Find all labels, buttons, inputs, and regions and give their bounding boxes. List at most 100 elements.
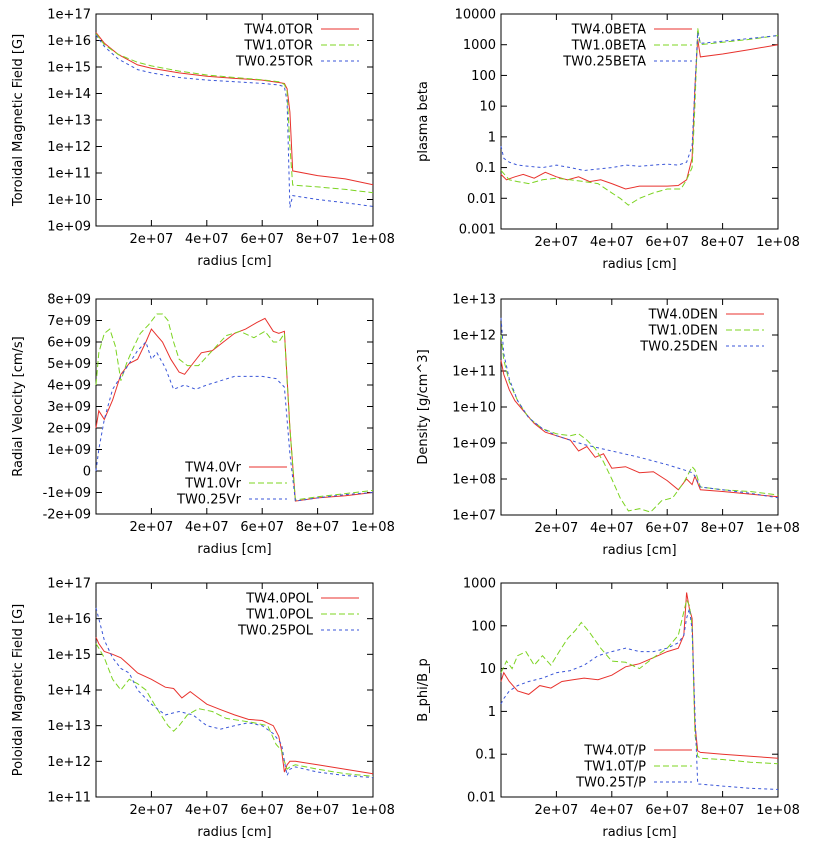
tor-ytick-label: 1e+12 [47, 140, 91, 155]
tp-xtick-label: 2e+07 [535, 803, 579, 818]
vr-series-tw1-line [95, 313, 374, 501]
den-legend-label: TW0.25DEN [639, 340, 718, 355]
vr-ytick-label: 8e+09 [47, 293, 91, 308]
beta-y-axis-title: plasma beta [416, 81, 431, 162]
tp-xtick-label: 4e+07 [590, 803, 634, 818]
den-xtick-label: 2e+07 [535, 521, 579, 536]
vr-legend-label: TW0.25Vr [176, 493, 242, 508]
vr-ytick-label: 5e+09 [47, 357, 91, 372]
tor-xtick-label: 8e+07 [296, 232, 340, 247]
den-ytick-label: 1e+08 [452, 473, 496, 488]
beta-ytick-label: 100 [471, 69, 496, 84]
beta-ytick-label: 10 [479, 100, 496, 115]
den-xtick-label: 6e+07 [645, 521, 689, 536]
tor-x-axis-title: radius [cm] [197, 254, 271, 269]
vr-ytick-label: -1e+09 [43, 486, 91, 501]
beta-ytick-label: 1 [488, 130, 496, 145]
tor-ytick-label: 1e+16 [47, 34, 91, 49]
den-xtick-label: 8e+07 [701, 521, 745, 536]
vr-legend-label: TW4.0Vr [184, 461, 241, 476]
pol-y-axis-title: Poloidal Magnetic Field [G] [11, 604, 26, 777]
pol-xtick-label: 6e+07 [240, 803, 284, 818]
beta-legend-label: TW4.0BETA [571, 23, 647, 38]
panel-plasma-beta: 2e+07 4e+07 6e+07 8e+07 1e+08 0.001 0.01 0.1 1 10… [416, 8, 800, 273]
pol-ytick-label: 1e+12 [47, 755, 91, 770]
pol-ytick-label: 1e+14 [47, 684, 91, 699]
panel-bphi-bp-ratio: 2e+07 4e+07 6e+07 8e+07 1e+08 0.01 0.1 1 10 100 10… [416, 577, 800, 841]
vr-ytick-label: 7e+09 [47, 314, 91, 329]
pol-ytick-label: 1e+15 [47, 648, 91, 663]
den-ytick-label: 1e+12 [452, 329, 496, 344]
den-ytick-label: 1e+09 [452, 437, 496, 452]
tp-ytick-label: 100 [471, 619, 496, 634]
tor-xtick-label: 6e+07 [240, 232, 284, 247]
beta-ytick-label: 0.001 [459, 223, 496, 238]
beta-ytick-label: 1000 [463, 38, 496, 53]
tor-ytick-label: 1e+13 [47, 114, 91, 129]
tp-ytick-label: 0.1 [475, 748, 496, 763]
pol-xtick-label: 8e+07 [296, 803, 340, 818]
den-series-tw025-line [500, 317, 779, 499]
vr-legend-label: TW1.0Vr [184, 477, 241, 492]
den-series-tw1-line [500, 334, 779, 513]
vr-xtick-label: 2e+07 [130, 520, 174, 535]
pol-xtick-label: 4e+07 [185, 803, 229, 818]
pol-xtick-label: 2e+07 [130, 803, 174, 818]
vr-ytick-label: -2e+09 [43, 508, 91, 523]
vr-ytick-label: 4e+09 [47, 379, 91, 394]
tor-series-tw1-line [95, 33, 374, 194]
vr-y-axis-title: Radial Velocity [cm/s] [11, 336, 26, 477]
beta-xtick-label: 8e+07 [701, 235, 745, 250]
pol-ytick-label: 1e+13 [47, 719, 91, 734]
pol-series-tw1-line [95, 643, 374, 777]
tp-series-tw1-line [500, 598, 779, 765]
beta-series-tw1-line [500, 27, 779, 206]
tp-x-axis-title: radius [cm] [602, 825, 676, 840]
pol-legend-label: TW4.0POL [245, 592, 314, 607]
den-xtick-label: 1e+08 [756, 521, 800, 536]
beta-xtick-label: 1e+08 [756, 235, 800, 250]
pol-series-tw025-line [95, 607, 374, 779]
den-ytick-label: 1e+11 [452, 365, 496, 380]
tor-ytick-label: 1e+17 [47, 8, 91, 23]
vr-ytick-label: 3e+09 [47, 400, 91, 415]
den-y-axis-title: Density [g/cm^3] [416, 349, 431, 464]
tor-series-tw4-line [95, 32, 374, 186]
tp-xtick-label: 1e+08 [756, 803, 800, 818]
den-ytick-label: 1e+07 [452, 509, 496, 524]
pol-ytick-label: 1e+17 [47, 577, 91, 592]
tp-y-axis-title: B_phi/B_p [416, 658, 431, 722]
tor-legend-label: TW0.25TOR [235, 55, 313, 70]
beta-xtick-label: 4e+07 [590, 235, 634, 250]
tor-legend-label: TW4.0TOR [243, 23, 313, 38]
pol-legend-label: TW0.25POL [237, 624, 314, 639]
tor-legend-label: TW1.0TOR [243, 39, 313, 54]
pol-series-tw4-line [95, 637, 374, 775]
beta-plot-frame [500, 13, 779, 230]
tp-ytick-label: 1 [488, 705, 496, 720]
tor-series-tw025-line [95, 34, 374, 208]
beta-legend-label: TW1.0BETA [571, 39, 647, 54]
tp-plot-frame [500, 582, 779, 798]
tor-ytick-label: 1e+11 [47, 167, 91, 182]
pol-x-axis-title: radius [cm] [197, 825, 271, 840]
beta-ytick-label: 10000 [455, 8, 496, 23]
tp-ytick-label: 0.01 [467, 791, 496, 806]
tor-ytick-label: 1e+15 [47, 61, 91, 76]
vr-xtick-label: 8e+07 [296, 520, 340, 535]
beta-series-tw025-line [500, 32, 779, 172]
tor-xtick-label: 4e+07 [185, 232, 229, 247]
vr-ytick-label: 0 [83, 465, 91, 480]
den-legend-label: TW4.0DEN [648, 308, 718, 323]
beta-ytick-label: 0.01 [467, 192, 496, 207]
tor-ytick-label: 1e+14 [47, 87, 91, 102]
beta-xtick-label: 2e+07 [535, 235, 579, 250]
tor-xtick-label: 2e+07 [130, 232, 174, 247]
vr-ytick-label: 2e+09 [47, 422, 91, 437]
den-ytick-label: 1e+10 [452, 401, 496, 416]
tp-ytick-label: 10 [479, 662, 496, 677]
vr-ytick-label: 1e+09 [47, 443, 91, 458]
den-series-tw4-line [500, 360, 779, 498]
den-xtick-label: 4e+07 [590, 521, 634, 536]
